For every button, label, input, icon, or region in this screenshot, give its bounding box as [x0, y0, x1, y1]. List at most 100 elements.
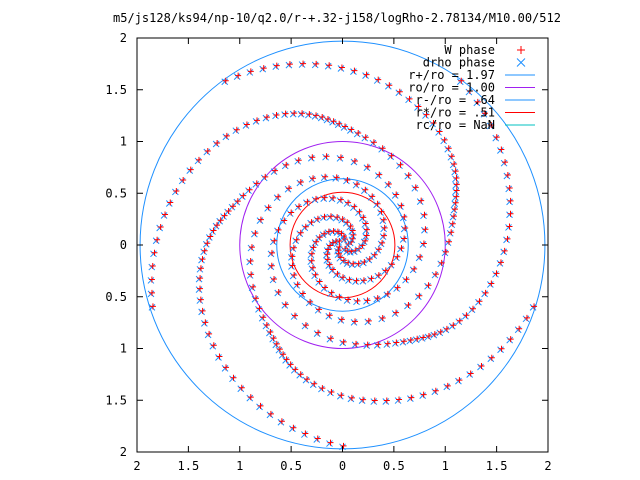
drho-phase-point: [435, 129, 442, 136]
drho-phase-point: [296, 371, 304, 379]
drho-phase-point: [314, 306, 322, 314]
w-phase-point: [374, 200, 381, 207]
w-phase-point: [154, 236, 161, 243]
w-phase-point: [315, 329, 322, 336]
reference-circle: [276, 178, 409, 312]
drho-phase-point: [264, 205, 271, 212]
w-phase-point: [257, 216, 264, 223]
legend-label: W phase: [444, 43, 495, 57]
w-phase-point: [523, 314, 530, 321]
w-phase-point: [149, 303, 156, 310]
w-phase-point: [363, 226, 370, 233]
drho-phase-point: [275, 346, 283, 354]
w-phase-point: [314, 435, 321, 442]
drho-phase-point: [354, 261, 362, 268]
drho-phase-point: [270, 168, 278, 175]
w-phase-point: [393, 309, 400, 316]
drho-phase-point: [475, 298, 482, 306]
w-phase-point: [275, 289, 282, 296]
drho-phase-point: [339, 258, 347, 265]
drho-phase-point: [452, 188, 460, 195]
drho-phase-point: [492, 270, 499, 278]
w-phase-point: [394, 253, 401, 260]
drho-phase-point: [320, 174, 328, 182]
w-phase-point: [267, 328, 274, 335]
w-phase-point: [151, 249, 158, 256]
drho-phase-point: [323, 116, 331, 124]
w-phase-point: [256, 305, 263, 312]
x-tick-label: 1: [442, 459, 449, 473]
drho-phase-point: [309, 245, 316, 252]
w-phase-point: [369, 193, 376, 200]
drho-phase-point: [296, 230, 304, 238]
w-phase-point: [384, 290, 391, 297]
w-phase-point: [273, 62, 280, 69]
drho-phase-point: [462, 312, 469, 320]
w-phase-point: [493, 134, 500, 141]
w-phase-point: [326, 312, 333, 319]
w-phase-point: [403, 276, 410, 283]
drho-phase-point: [311, 272, 318, 280]
drho-phase-point: [455, 377, 462, 385]
w-phase-point: [262, 173, 269, 180]
drho-phase-point: [325, 262, 333, 269]
w-phase-point: [287, 361, 294, 368]
w-phase-point: [432, 387, 439, 394]
w-phase-point: [322, 284, 329, 291]
drho-phase-point: [186, 167, 194, 174]
w-phase-point: [162, 211, 169, 218]
drho-phase-point: [284, 185, 292, 193]
drho-phase-point: [289, 110, 297, 118]
drho-phase-point: [301, 224, 309, 232]
w-phase-point: [197, 275, 204, 282]
w-phase-point: [263, 322, 270, 329]
w-phase-point: [312, 271, 319, 278]
drho-phase-point: [334, 121, 342, 129]
w-phase-point: [441, 136, 448, 143]
w-phase-point: [324, 256, 331, 263]
drho-phase-point: [221, 78, 229, 86]
drho-phase-point: [274, 289, 282, 297]
w-phase-point: [197, 285, 204, 292]
w-phase-point: [531, 303, 538, 310]
drho-phase-point: [486, 122, 494, 130]
w-phase-point: [338, 316, 345, 323]
w-phase-point: [321, 194, 328, 201]
drho-phase-point: [346, 239, 354, 247]
drho-phase-point: [373, 295, 381, 303]
w-phase-point: [416, 292, 423, 299]
drho-phase-point: [194, 157, 202, 165]
w-phase-point: [415, 103, 422, 110]
drho-phase-point: [309, 381, 317, 389]
drho-phase-point: [468, 306, 476, 314]
drho-phase-point: [362, 233, 370, 240]
y-tick-label: 0.5: [105, 290, 127, 304]
drho-phase-point: [437, 260, 445, 268]
drho-phase-point: [529, 304, 537, 311]
drho-phase-point: [431, 388, 439, 396]
drho-phase-point: [420, 212, 427, 220]
y-tick-label: 1.5: [105, 83, 127, 97]
drho-phase-point: [152, 237, 160, 245]
drho-phase-point: [327, 389, 334, 397]
drho-phase-point: [411, 184, 419, 192]
drho-phase-point: [342, 219, 350, 227]
drho-phase-point: [315, 279, 322, 286]
reference-circle: [289, 191, 396, 299]
w-phase-point: [330, 118, 337, 125]
w-phase-point: [210, 342, 217, 349]
drho-phase-point: [399, 214, 407, 222]
w-phase-point: [250, 283, 257, 290]
y-tick-label: 0: [120, 238, 127, 252]
drho-phase-point: [338, 274, 346, 282]
drho-phase-point: [382, 398, 390, 405]
w-phase-point: [299, 290, 306, 297]
w-phase-point: [230, 203, 237, 210]
w-phase-point: [502, 159, 509, 166]
w-phase-point: [327, 439, 334, 446]
w-phase-point: [405, 172, 412, 179]
w-phase-point: [291, 271, 298, 278]
w-phase-point: [364, 297, 371, 304]
drho-phase-point: [384, 181, 392, 189]
